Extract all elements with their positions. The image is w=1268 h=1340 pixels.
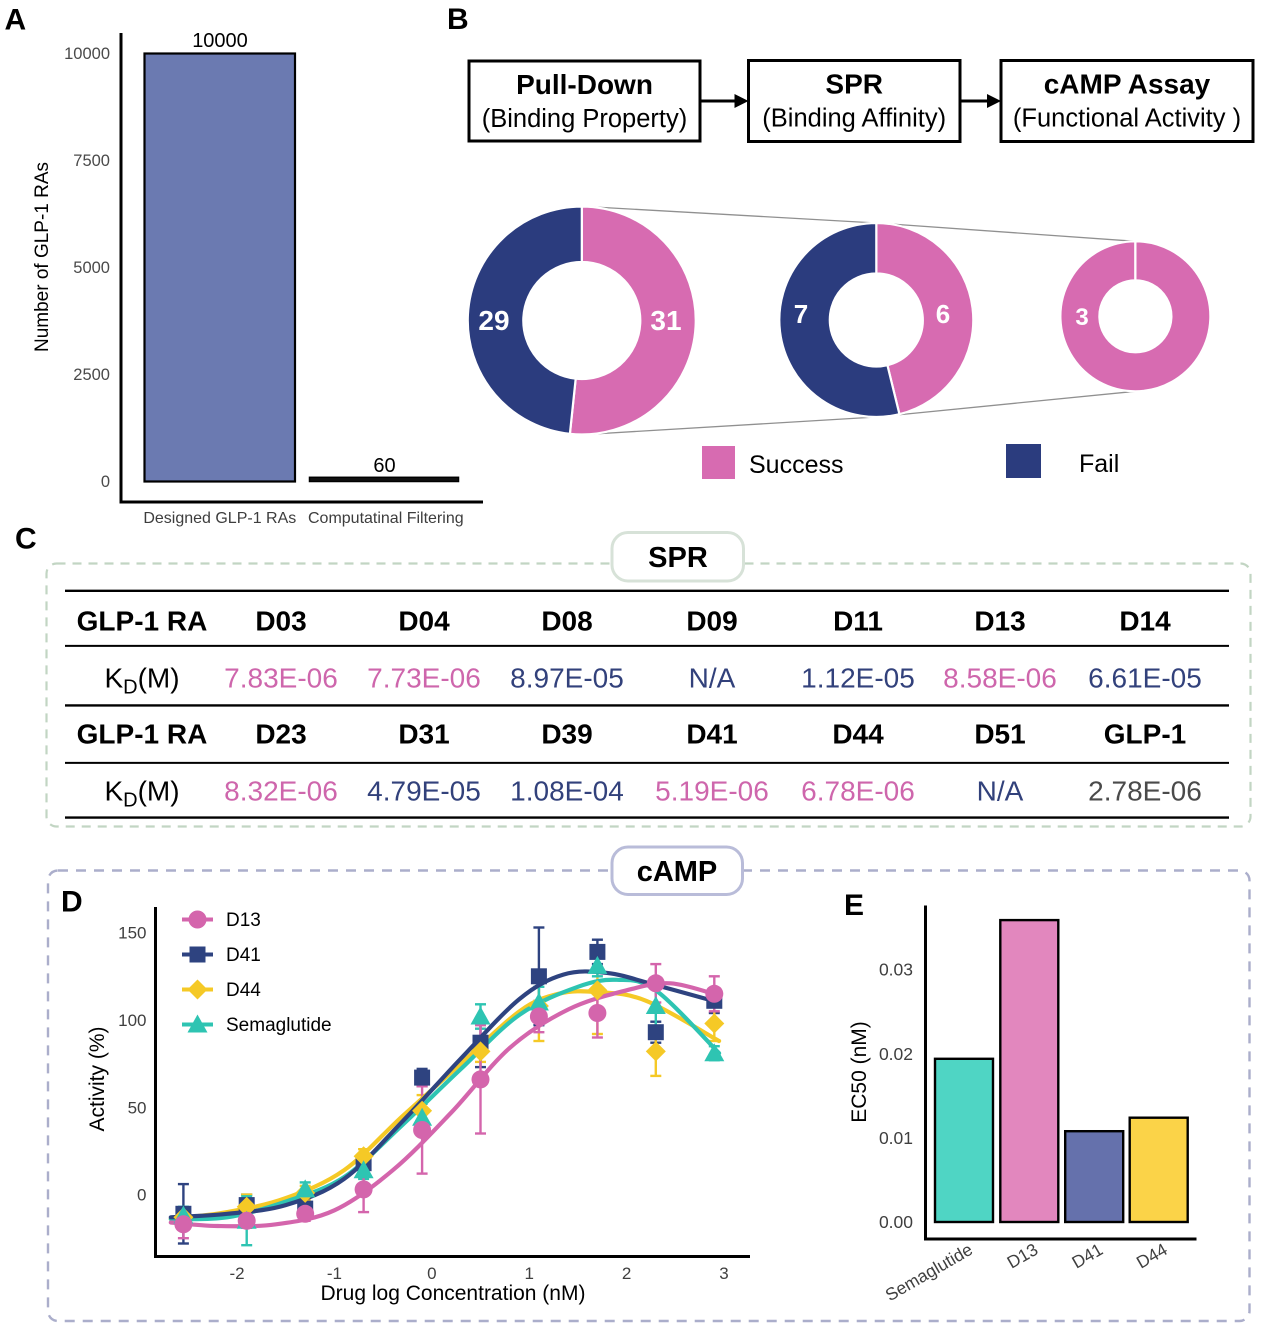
svg-text:D44: D44 bbox=[832, 719, 884, 750]
svg-text:0.00: 0.00 bbox=[879, 1212, 913, 1232]
svg-text:5.19E-06: 5.19E-06 bbox=[655, 776, 769, 807]
svg-text:Success: Success bbox=[749, 451, 843, 479]
svg-text:7: 7 bbox=[794, 299, 808, 329]
svg-text:50: 50 bbox=[128, 1098, 147, 1117]
svg-text:29: 29 bbox=[478, 305, 509, 336]
svg-text:D23: D23 bbox=[255, 719, 306, 750]
svg-text:6: 6 bbox=[936, 299, 950, 329]
svg-text:D13: D13 bbox=[226, 910, 261, 931]
svg-text:8.32E-06: 8.32E-06 bbox=[224, 776, 338, 807]
svg-text:2500: 2500 bbox=[73, 366, 110, 384]
svg-text:0.03: 0.03 bbox=[879, 960, 913, 980]
svg-text:3: 3 bbox=[719, 1264, 728, 1283]
svg-text:31: 31 bbox=[650, 305, 681, 336]
svg-text:cAMP: cAMP bbox=[637, 856, 718, 888]
svg-text:EC50 (nM): EC50 (nM) bbox=[848, 1021, 871, 1123]
svg-text:1: 1 bbox=[524, 1264, 533, 1283]
svg-text:3: 3 bbox=[1075, 304, 1088, 331]
svg-text:KD(M): KD(M) bbox=[104, 776, 179, 812]
svg-text:D39: D39 bbox=[541, 719, 592, 750]
svg-text:(Binding Affinity): (Binding Affinity) bbox=[762, 105, 946, 133]
svg-text:GLP-1 RA: GLP-1 RA bbox=[77, 719, 208, 750]
svg-text:Drug log Concentration (nM): Drug log Concentration (nM) bbox=[321, 1282, 586, 1305]
svg-text:7500: 7500 bbox=[73, 152, 110, 170]
svg-text:1.08E-04: 1.08E-04 bbox=[510, 776, 624, 807]
svg-text:Activity (%): Activity (%) bbox=[86, 1027, 109, 1132]
svg-text:D14: D14 bbox=[1119, 606, 1171, 637]
svg-text:100: 100 bbox=[118, 1011, 146, 1030]
svg-text:GLP-1 RA: GLP-1 RA bbox=[77, 606, 208, 637]
svg-text:Semaglutide: Semaglutide bbox=[226, 1015, 332, 1036]
svg-text:6.78E-06: 6.78E-06 bbox=[801, 776, 915, 807]
svg-text:Pull-Down: Pull-Down bbox=[516, 69, 653, 100]
svg-text:C: C bbox=[15, 523, 37, 556]
svg-text:2.78E-06: 2.78E-06 bbox=[1088, 776, 1202, 807]
svg-text:0: 0 bbox=[427, 1264, 436, 1283]
svg-text:Fail: Fail bbox=[1079, 450, 1119, 478]
svg-text:D03: D03 bbox=[255, 606, 306, 637]
svg-text:7.83E-06: 7.83E-06 bbox=[224, 663, 338, 694]
svg-text:A: A bbox=[5, 3, 27, 36]
svg-text:8.97E-05: 8.97E-05 bbox=[510, 663, 624, 694]
svg-text:7.73E-06: 7.73E-06 bbox=[367, 663, 481, 694]
svg-text:-2: -2 bbox=[229, 1264, 244, 1283]
svg-text:B: B bbox=[447, 3, 469, 36]
svg-text:150: 150 bbox=[118, 924, 146, 943]
svg-text:GLP-1: GLP-1 bbox=[1104, 719, 1186, 750]
svg-text:D44: D44 bbox=[226, 980, 261, 1001]
svg-text:E: E bbox=[844, 889, 864, 922]
svg-text:60: 60 bbox=[373, 455, 395, 477]
svg-text:5000: 5000 bbox=[73, 259, 110, 277]
svg-text:Designed GLP-1 RAs: Designed GLP-1 RAs bbox=[143, 510, 296, 527]
svg-text:0.02: 0.02 bbox=[879, 1044, 913, 1064]
svg-text:D04: D04 bbox=[398, 606, 450, 637]
svg-text:Number of GLP-1 RAs: Number of GLP-1 RAs bbox=[32, 162, 53, 352]
svg-text:N/A: N/A bbox=[977, 776, 1024, 807]
svg-text:10000: 10000 bbox=[64, 45, 110, 63]
svg-text:(Binding Property): (Binding Property) bbox=[482, 105, 688, 133]
svg-text:1.12E-05: 1.12E-05 bbox=[801, 663, 915, 694]
svg-text:D11: D11 bbox=[833, 606, 883, 637]
svg-text:0.01: 0.01 bbox=[879, 1128, 913, 1148]
svg-text:0: 0 bbox=[137, 1186, 146, 1205]
svg-text:D09: D09 bbox=[686, 606, 737, 637]
svg-text:D41: D41 bbox=[686, 719, 737, 750]
svg-text:4.79E-05: 4.79E-05 bbox=[367, 776, 481, 807]
svg-text:6.61E-05: 6.61E-05 bbox=[1088, 663, 1202, 694]
svg-text:8.58E-06: 8.58E-06 bbox=[943, 663, 1057, 694]
svg-text:10000: 10000 bbox=[192, 30, 248, 52]
svg-text:D31: D31 bbox=[398, 719, 449, 750]
svg-text:KD(M): KD(M) bbox=[104, 663, 179, 699]
svg-text:N/A: N/A bbox=[689, 663, 736, 694]
svg-text:D41: D41 bbox=[226, 945, 261, 966]
svg-text:D13: D13 bbox=[974, 606, 1025, 637]
svg-text:cAMP Assay: cAMP Assay bbox=[1044, 69, 1211, 100]
svg-text:2: 2 bbox=[622, 1264, 631, 1283]
svg-text:Computatinal Filtering: Computatinal Filtering bbox=[308, 510, 464, 527]
svg-text:SPR: SPR bbox=[648, 542, 708, 574]
svg-text:-1: -1 bbox=[327, 1264, 342, 1283]
svg-text:SPR: SPR bbox=[825, 69, 883, 100]
svg-text:D08: D08 bbox=[541, 606, 592, 637]
svg-text:(Functional Activity ): (Functional Activity ) bbox=[1013, 105, 1241, 133]
svg-text:0: 0 bbox=[101, 473, 110, 491]
svg-text:D: D bbox=[61, 886, 83, 919]
svg-text:D51: D51 bbox=[974, 719, 1025, 750]
